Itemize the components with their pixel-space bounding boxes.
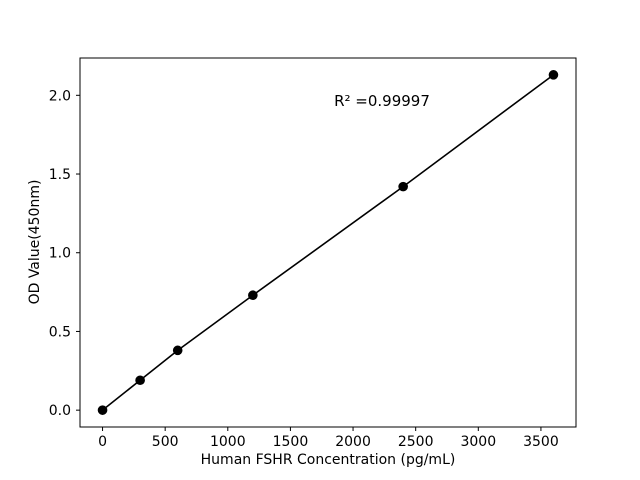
x-tick-label: 0 [98,434,107,450]
y-tick-label: 0.5 [49,324,71,340]
y-tick-label: 0.0 [49,403,71,419]
r-squared-annotation: R² =0.99997 [334,92,430,110]
y-tick-label: 1.5 [49,167,71,183]
fit-line [102,74,554,411]
axes-spines [79,57,577,428]
data-point-marker [135,375,145,386]
x-tick-label: 500 [152,434,179,450]
x-axis-label: Human FSHR Concentration (pg/mL) [200,452,456,468]
x-tick-label: 2000 [335,434,371,450]
y-tick-label: 2.0 [49,88,71,104]
x-tick-label: 2500 [398,434,434,450]
x-tick-label: 3500 [523,434,559,450]
data-point-marker [398,181,408,192]
data-point-marker [248,290,258,301]
data-point-marker [548,70,559,80]
data-point-marker [97,405,108,415]
data-point-marker [172,345,183,356]
x-tick-label: 1500 [273,434,309,450]
y-axis-label: OD Value(450nm) [27,179,43,305]
x-tick-label: 1000 [210,434,246,450]
x-tick-label: 3000 [460,434,496,450]
y-tick-label: 1.0 [49,246,71,262]
